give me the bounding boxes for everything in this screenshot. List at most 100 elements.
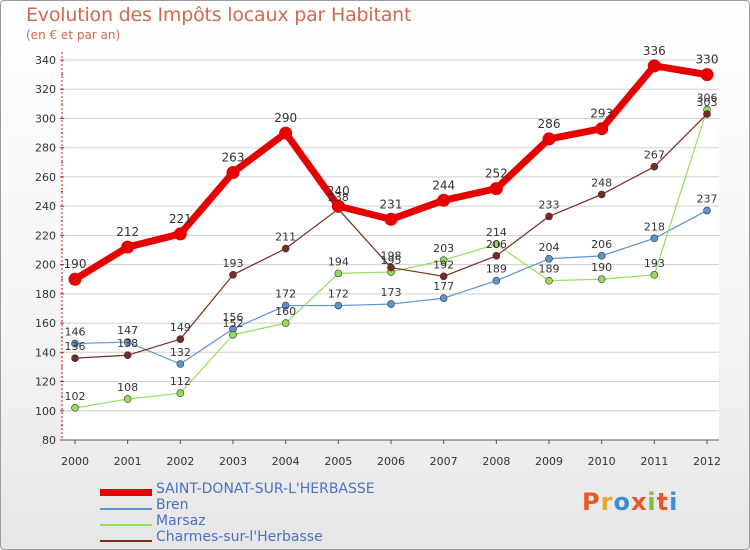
data-label: 206 [486,238,507,251]
data-point [492,276,501,285]
data-label: 263 [222,151,245,165]
data-label: 177 [433,280,454,293]
logo-letter: r [600,488,614,516]
x-tick-label: 2005 [324,455,352,468]
data-point [279,126,293,140]
x-tick-label: 2007 [430,455,458,468]
data-point [176,360,185,368]
data-label: 212 [116,225,139,239]
data-point [650,271,659,279]
data-point [650,162,659,171]
data-label: 231 [380,197,403,211]
x-tick-label: 2002 [166,455,194,468]
data-label: 336 [643,44,666,58]
data-label: 189 [539,263,560,276]
data-label: 102 [65,390,86,403]
logo-letter: x [630,488,648,516]
x-tick-label: 2003 [219,455,247,468]
data-point [173,227,187,241]
data-point [439,272,448,281]
chart-subtitle: (en € et par an) [26,28,121,42]
data-label: 156 [223,311,244,324]
data-point [281,319,290,327]
data-label: 136 [65,340,86,353]
data-label: 172 [328,288,349,301]
y-tick-label: 260 [35,171,56,184]
data-label: 193 [644,257,665,270]
data-label: 214 [486,226,507,239]
data-point [281,301,290,310]
data-point [650,234,659,243]
y-tick-label: 100 [35,405,56,418]
y-tick-label: 320 [35,83,56,96]
legend-swatch [100,508,152,510]
y-tick-label: 220 [35,229,56,242]
data-point [387,263,395,272]
data-point [489,182,503,196]
data-point [492,252,501,260]
y-tick-label: 80 [42,434,56,447]
y-tick-label: 340 [35,54,56,67]
data-point [229,330,237,339]
data-label: 189 [486,263,507,276]
data-label: 267 [644,149,665,162]
legend-swatch [100,540,152,542]
data-label: 221 [169,212,192,226]
data-label: 306 [697,92,718,105]
data-label: 238 [328,191,349,204]
data-point [647,59,661,73]
x-tick-label: 2011 [640,455,668,468]
legend-swatch [100,524,152,526]
data-label: 303 [697,96,718,109]
data-point [597,275,606,284]
data-label: 198 [381,250,402,263]
data-label: 330 [696,53,719,67]
data-label: 172 [275,288,296,301]
y-tick-label: 160 [35,317,56,330]
data-point [176,389,185,398]
data-point [229,271,237,279]
data-point [123,395,132,403]
logo-letter: o [613,488,631,516]
data-label: 132 [170,346,191,359]
data-label: 206 [591,238,612,251]
data-point [71,354,79,362]
data-label: 293 [590,107,613,121]
data-point [334,301,343,310]
data-label: 138 [117,337,138,350]
data-label: 192 [433,258,454,271]
legend-label: Marsaz [156,513,206,529]
y-tick-label: 300 [35,112,56,125]
data-point [545,276,553,285]
data-point [384,212,398,226]
data-point [439,294,448,303]
y-tick-label: 120 [35,376,56,389]
data-point [331,199,345,213]
data-point [123,351,132,360]
data-point [437,193,451,207]
data-label: 195 [381,254,402,267]
x-tick-label: 2012 [693,455,721,468]
data-label: 252 [485,167,508,181]
data-label: 286 [538,117,561,131]
y-tick-label: 200 [35,259,56,272]
data-point [545,254,553,263]
data-point [597,190,606,199]
data-point [703,110,711,118]
x-tick-label: 2000 [61,455,89,468]
data-point [700,68,714,82]
data-label: 152 [223,317,244,330]
x-tick-label: 2004 [272,455,300,468]
data-label: 248 [591,176,612,189]
x-tick-label: 2006 [377,455,405,468]
y-tick-label: 140 [35,346,56,359]
data-label: 149 [170,321,191,334]
logo-letter: i [647,488,657,516]
y-tick-label: 180 [35,288,56,301]
legend-swatch [100,489,152,496]
data-label: 112 [170,375,191,388]
data-point [71,339,79,348]
data-point [334,269,343,278]
data-point [595,122,609,136]
